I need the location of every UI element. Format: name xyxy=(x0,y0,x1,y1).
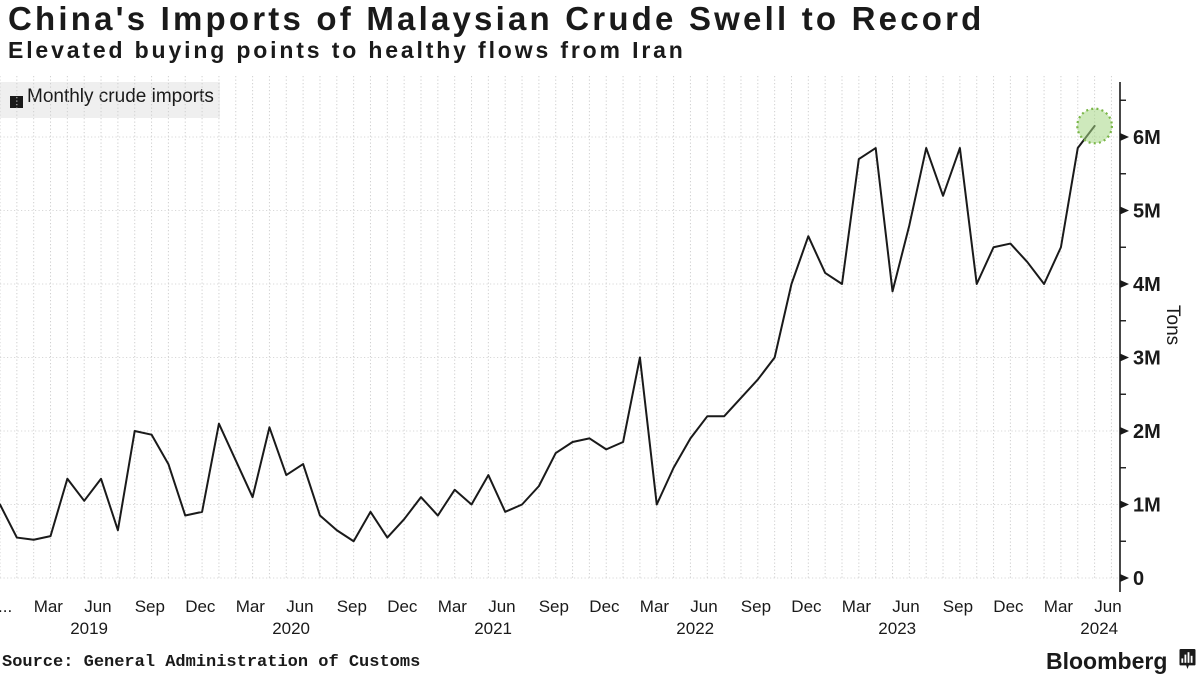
svg-text:5M: 5M xyxy=(1133,201,1161,223)
svg-text:4M: 4M xyxy=(1133,274,1161,296)
svg-text:6M: 6M xyxy=(1133,127,1161,149)
svg-text:1M: 1M xyxy=(1133,495,1161,517)
svg-text:0: 0 xyxy=(1133,568,1144,590)
svg-text:3M: 3M xyxy=(1133,348,1161,370)
svg-text:2M: 2M xyxy=(1133,421,1161,443)
